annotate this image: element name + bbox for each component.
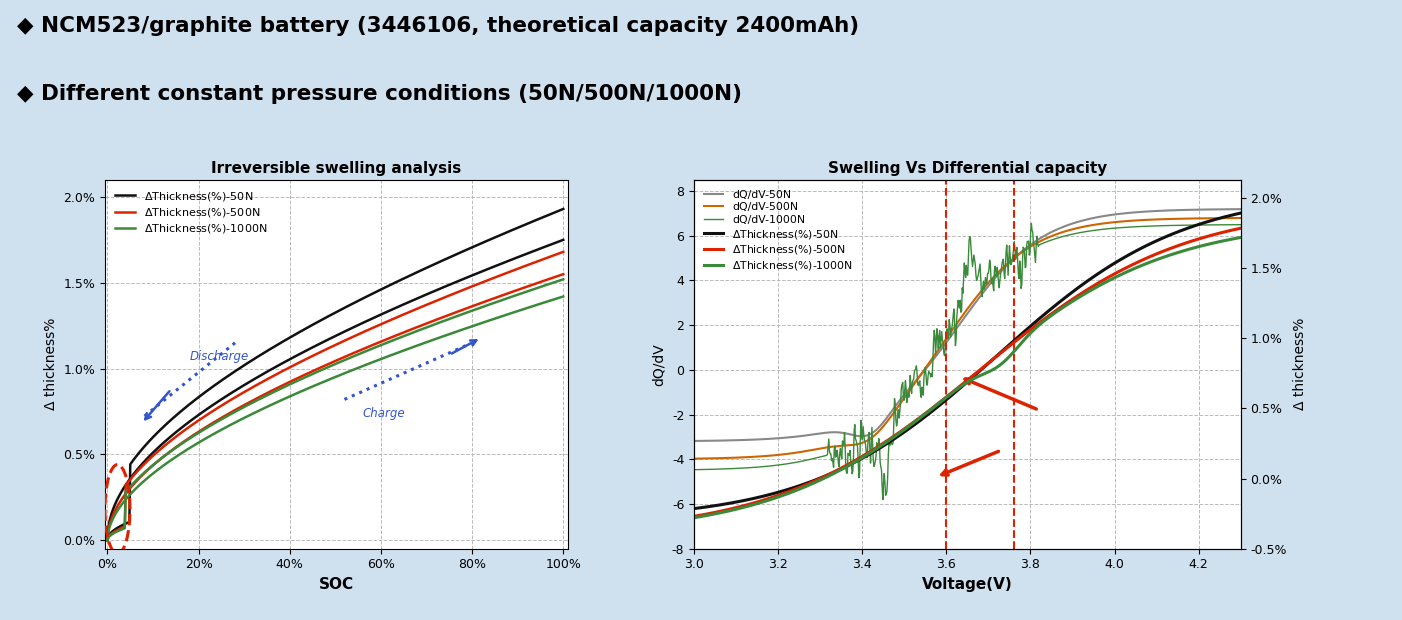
dQ/dV-1000N bbox=[1004, 258, 1021, 265]
$\Delta$Thickness(%)-1000N bbox=[719, 508, 736, 515]
$\Delta$Thickness(%)-50N bbox=[1018, 327, 1035, 334]
Line: dQ/dV-500N: dQ/dV-500N bbox=[694, 218, 1241, 459]
Title: Irreversible swelling analysis: Irreversible swelling analysis bbox=[212, 161, 461, 176]
$\Delta$Thickness(%)-50N bbox=[555, 236, 572, 244]
dQ/dV-500N bbox=[1018, 246, 1035, 253]
$\Delta$Thickness(%)-500N bbox=[1018, 329, 1035, 337]
dQ/dV-500N bbox=[1232, 215, 1249, 222]
$\Delta$Thickness(%)-500N bbox=[1157, 247, 1173, 254]
$\Delta$Thickness(%)-1000N bbox=[1018, 334, 1035, 342]
Line: $\Delta$Thickness(%)-1000N: $\Delta$Thickness(%)-1000N bbox=[108, 296, 564, 540]
dQ/dV-50N bbox=[1018, 244, 1035, 252]
$\Delta$Thickness(%)-50N bbox=[686, 505, 702, 512]
$\Delta$Thickness(%)-1000N bbox=[555, 293, 572, 300]
dQ/dV-1000N bbox=[719, 465, 736, 472]
Text: Discharge: Discharge bbox=[189, 350, 248, 363]
X-axis label: SOC: SOC bbox=[318, 577, 355, 592]
dQ/dV-1000N bbox=[1023, 219, 1040, 227]
$\Delta$Thickness(%)-1000N bbox=[1002, 350, 1019, 358]
$\Delta$Thickness(%)-50N bbox=[1033, 312, 1050, 320]
$\Delta$Thickness(%)-50N bbox=[346, 323, 363, 330]
dQ/dV-500N bbox=[1157, 215, 1173, 223]
$\Delta$Thickness(%)-500N bbox=[100, 536, 116, 544]
Line: $\Delta$Thickness(%)-50N: $\Delta$Thickness(%)-50N bbox=[694, 213, 1241, 508]
$\Delta$Thickness(%)-500N bbox=[544, 274, 561, 281]
Text: ◆ Different constant pressure conditions (50N/500N/1000N): ◆ Different constant pressure conditions… bbox=[17, 84, 742, 104]
dQ/dV-500N bbox=[686, 455, 702, 463]
$\Delta$Thickness(%)-500N bbox=[1232, 224, 1249, 232]
dQ/dV-500N bbox=[1101, 219, 1117, 226]
dQ/dV-50N bbox=[1232, 205, 1249, 213]
dQ/dV-1000N bbox=[1018, 242, 1035, 250]
dQ/dV-500N bbox=[719, 454, 736, 462]
$\Delta$Thickness(%)-50N bbox=[1232, 210, 1249, 217]
$\Delta$Thickness(%)-1000N bbox=[370, 356, 387, 363]
Line: dQ/dV-1000N: dQ/dV-1000N bbox=[694, 223, 1241, 500]
$\Delta$Thickness(%)-1000N bbox=[318, 377, 335, 384]
$\Delta$Thickness(%)-500N bbox=[318, 361, 335, 368]
Line: $\Delta$Thickness(%)-500N: $\Delta$Thickness(%)-500N bbox=[694, 228, 1241, 516]
dQ/dV-50N bbox=[1002, 257, 1019, 264]
$\Delta$Thickness(%)-1000N bbox=[315, 378, 332, 386]
$\Delta$Thickness(%)-1000N bbox=[1033, 319, 1050, 326]
Line: dQ/dV-50N: dQ/dV-50N bbox=[694, 209, 1241, 441]
X-axis label: Voltage(V): Voltage(V) bbox=[923, 577, 1012, 592]
$\Delta$Thickness(%)-1000N bbox=[472, 319, 489, 327]
Title: Swelling Vs Differential capacity: Swelling Vs Differential capacity bbox=[827, 161, 1108, 176]
Y-axis label: dQ/dV: dQ/dV bbox=[652, 343, 666, 386]
$\Delta$Thickness(%)-500N bbox=[472, 299, 489, 307]
dQ/dV-50N bbox=[719, 436, 736, 444]
dQ/dV-50N bbox=[1033, 233, 1050, 241]
$\Delta$Thickness(%)-500N bbox=[1002, 340, 1019, 348]
dQ/dV-1000N bbox=[1232, 221, 1249, 228]
Legend: $\Delta$Thickness(%)-50N, $\Delta$Thickness(%)-500N, $\Delta$Thickness(%)-1000N: $\Delta$Thickness(%)-50N, $\Delta$Thickn… bbox=[111, 185, 272, 240]
$\Delta$Thickness(%)-1000N bbox=[100, 536, 116, 544]
$\Delta$Thickness(%)-50N bbox=[1101, 263, 1117, 270]
$\Delta$Thickness(%)-500N bbox=[346, 349, 363, 356]
$\Delta$Thickness(%)-50N bbox=[315, 338, 332, 345]
$\Delta$Thickness(%)-500N bbox=[1101, 273, 1117, 281]
$\Delta$Thickness(%)-500N bbox=[1033, 317, 1050, 324]
dQ/dV-1000N bbox=[1158, 222, 1175, 229]
$\Delta$Thickness(%)-500N bbox=[719, 506, 736, 513]
$\Delta$Thickness(%)-1000N bbox=[544, 296, 561, 304]
$\Delta$Thickness(%)-50N bbox=[719, 500, 736, 507]
$\Delta$Thickness(%)-500N bbox=[315, 362, 332, 370]
dQ/dV-500N bbox=[1002, 257, 1019, 264]
$\Delta$Thickness(%)-50N bbox=[370, 312, 387, 319]
$\Delta$Thickness(%)-1000N bbox=[1232, 234, 1249, 241]
Line: $\Delta$Thickness(%)-500N: $\Delta$Thickness(%)-500N bbox=[108, 274, 564, 540]
dQ/dV-50N bbox=[1157, 207, 1173, 215]
dQ/dV-1000N bbox=[1035, 239, 1052, 247]
$\Delta$Thickness(%)-1000N bbox=[346, 366, 363, 373]
$\Delta$Thickness(%)-50N bbox=[100, 536, 116, 544]
$\Delta$Thickness(%)-50N bbox=[544, 241, 561, 248]
$\Delta$Thickness(%)-1000N bbox=[1101, 277, 1117, 285]
Y-axis label: Δ thickness%: Δ thickness% bbox=[1293, 318, 1307, 410]
Line: $\Delta$Thickness(%)-1000N: $\Delta$Thickness(%)-1000N bbox=[694, 237, 1241, 518]
Text: ◆ NCM523/graphite battery (3446106, theoretical capacity 2400mAh): ◆ NCM523/graphite battery (3446106, theo… bbox=[17, 16, 859, 35]
dQ/dV-1000N bbox=[875, 496, 892, 503]
$\Delta$Thickness(%)-500N bbox=[370, 339, 387, 346]
dQ/dV-1000N bbox=[1102, 225, 1119, 232]
Text: Charge: Charge bbox=[363, 407, 405, 420]
$\Delta$Thickness(%)-50N bbox=[1157, 234, 1173, 241]
$\Delta$Thickness(%)-50N bbox=[318, 337, 335, 344]
Legend: dQ/dV-50N, dQ/dV-500N, dQ/dV-1000N, $\Delta$Thickness(%)-50N, $\Delta$Thickness(: dQ/dV-50N, dQ/dV-500N, dQ/dV-1000N, $\De… bbox=[700, 185, 857, 277]
$\Delta$Thickness(%)-500N bbox=[555, 270, 572, 278]
dQ/dV-500N bbox=[1033, 236, 1050, 244]
$\Delta$Thickness(%)-500N bbox=[686, 513, 702, 520]
$\Delta$Thickness(%)-1000N bbox=[1157, 253, 1173, 260]
$\Delta$Thickness(%)-50N bbox=[472, 268, 489, 275]
dQ/dV-50N bbox=[686, 437, 702, 445]
$\Delta$Thickness(%)-50N bbox=[1002, 339, 1019, 347]
dQ/dV-1000N bbox=[686, 466, 702, 474]
Line: $\Delta$Thickness(%)-50N: $\Delta$Thickness(%)-50N bbox=[108, 240, 564, 540]
dQ/dV-50N bbox=[1101, 211, 1117, 219]
$\Delta$Thickness(%)-1000N bbox=[686, 514, 702, 521]
Y-axis label: Δ thickness%: Δ thickness% bbox=[43, 318, 57, 410]
